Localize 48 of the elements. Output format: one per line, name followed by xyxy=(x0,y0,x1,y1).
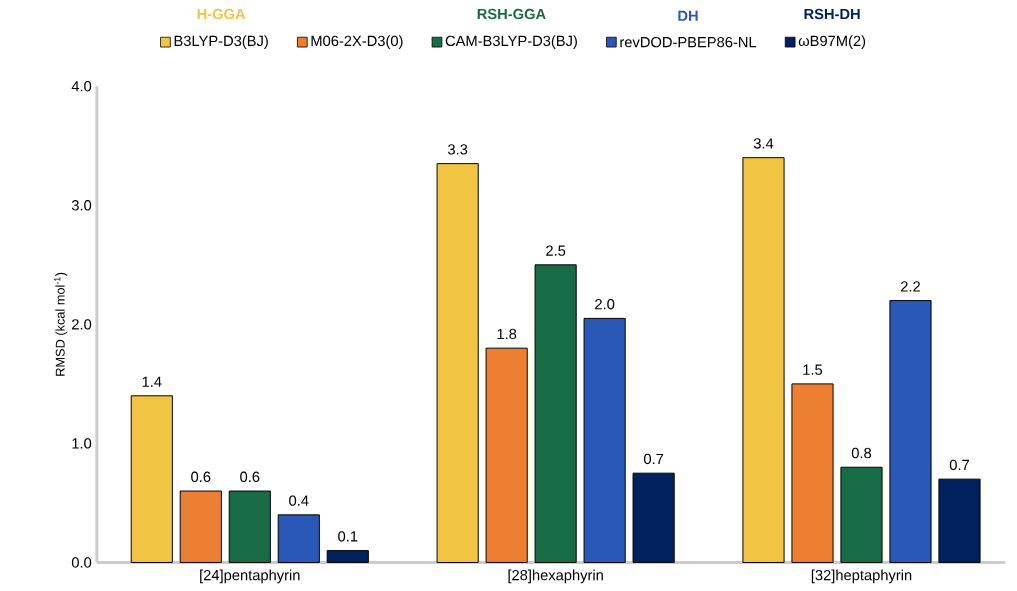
data-label: 0.1 xyxy=(338,531,358,542)
y-axis-title: RMSD (kcal mol$^{-1}$) xyxy=(54,272,68,376)
bar xyxy=(742,157,785,564)
data-label: 0.4 xyxy=(289,495,309,506)
x-tick-label: [24]pentaphyrin xyxy=(200,569,300,584)
legend-label: CAM-B3LYP-D3(BJ) xyxy=(445,35,577,50)
text: DH xyxy=(678,10,698,21)
bar xyxy=(179,490,222,564)
text: RSH-GGA xyxy=(477,8,546,20)
data-label: 0.7 xyxy=(643,453,664,465)
y-tick-label: 2.0 xyxy=(72,319,92,330)
x-tick-label: [28]hexaphyrin xyxy=(508,569,603,584)
bar xyxy=(326,550,369,564)
legend-label: B3LYP-D3(BJ) xyxy=(174,35,268,50)
bar xyxy=(791,383,834,564)
bar xyxy=(840,466,883,564)
bar xyxy=(632,472,675,564)
bar xyxy=(938,478,981,564)
data-label: 0.6 xyxy=(240,471,260,483)
legend-label: M06-2X-D3(0) xyxy=(311,35,403,50)
data-label: 2.0 xyxy=(595,299,615,310)
data-label: 0.7 xyxy=(949,459,969,471)
data-label: 1.4 xyxy=(142,376,162,387)
bar xyxy=(228,490,271,564)
text: H-GGA xyxy=(197,8,246,20)
y-tick-label: 3.0 xyxy=(71,200,92,211)
data-label: 0.6 xyxy=(191,471,211,483)
y-tick-label: 4.0 xyxy=(71,81,92,92)
bar xyxy=(277,514,320,564)
data-label: 2.2 xyxy=(901,281,920,292)
data-label: 0.8 xyxy=(851,447,872,459)
bar xyxy=(583,317,626,564)
y-tick-label: 1.0 xyxy=(72,438,92,449)
data-label: 1.5 xyxy=(803,364,823,375)
y-tick-label: 0.0 xyxy=(71,557,92,568)
data-label: 2.5 xyxy=(546,245,566,256)
data-label: 1.8 xyxy=(497,328,517,340)
bar xyxy=(534,264,577,564)
bar xyxy=(485,347,528,564)
bar xyxy=(889,300,932,564)
data-label: 3.3 xyxy=(447,144,468,155)
bar xyxy=(130,395,173,564)
x-tick-label: [32]heptaphyrin xyxy=(811,569,912,584)
legend-label: revDOD-PBEP86-NL xyxy=(620,36,757,48)
bar xyxy=(436,163,479,564)
legend-label: ωB97M(2) xyxy=(798,35,866,50)
data-label: 3.4 xyxy=(753,138,774,149)
text: RSH-DH xyxy=(804,8,860,20)
